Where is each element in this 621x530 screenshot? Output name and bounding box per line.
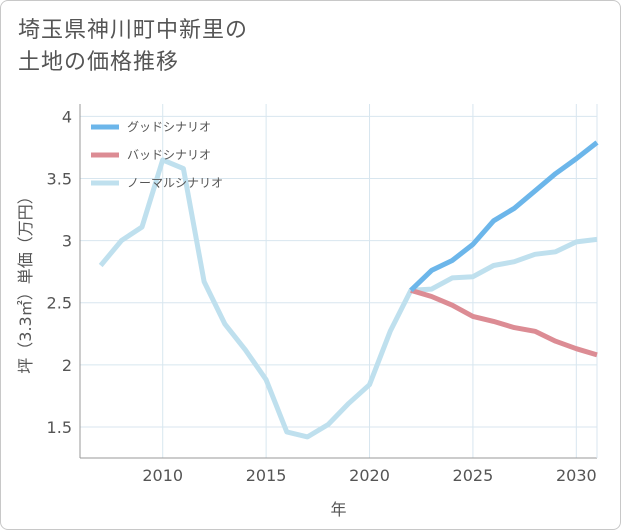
series-line-1 [409, 140, 599, 293]
legend-label: バッドシナリオ [127, 148, 211, 162]
y-tick-label: 4 [62, 107, 72, 126]
y-axis-title: 坪（3.3㎡）単価（万円） [16, 188, 35, 373]
series-lines [98, 140, 599, 440]
x-axis-title: 年 [330, 500, 346, 519]
x-tick-label: 2010 [142, 466, 183, 485]
chart-title-line-2: 土地の価格推移 [18, 50, 180, 75]
x-tick-label: 2030 [556, 466, 597, 485]
x-tick-label: 2015 [246, 466, 287, 485]
chart-title: 埼玉県神川町中新里の 土地の価格推移 [18, 15, 248, 79]
legend-label: ノーマルシナリオ [127, 176, 223, 190]
chart-title-line-1: 埼玉県神川町中新里の [18, 18, 249, 43]
tick-labels: 2010 2015 2020 2025 2030 1.5 2 2.5 3 3.5 4 [47, 107, 597, 485]
y-tick-label: 2.5 [47, 294, 72, 313]
grid [80, 104, 597, 458]
y-tick-label: 3 [62, 232, 72, 251]
legend-label: グッドシナリオ [127, 120, 211, 134]
axes [79, 104, 598, 459]
series-line-2 [410, 287, 598, 358]
x-tick-label: 2025 [453, 466, 494, 485]
x-tick-label: 2020 [349, 466, 390, 485]
y-tick-label: 3.5 [47, 170, 72, 189]
y-tick-label: 2 [62, 356, 72, 375]
y-tick-label: 1.5 [47, 418, 72, 437]
series-line-3 [98, 157, 598, 440]
